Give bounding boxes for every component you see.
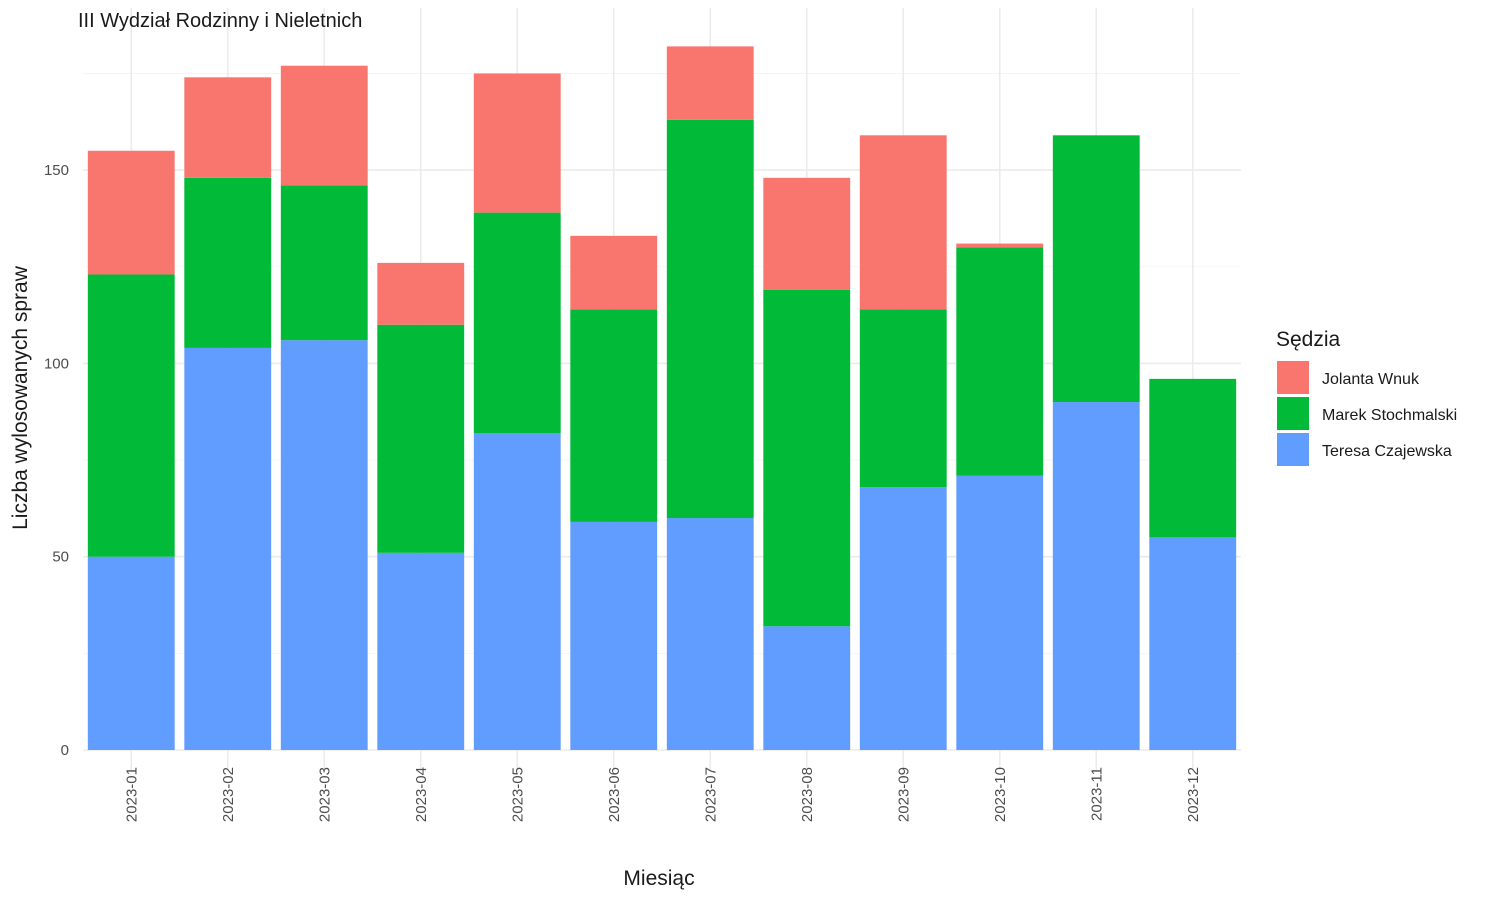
bar-segment bbox=[87, 150, 175, 275]
bar-segment bbox=[666, 518, 754, 750]
legend-label: Marek Stochmalski bbox=[1322, 407, 1457, 424]
bar-segment bbox=[859, 309, 947, 488]
bar-segment bbox=[570, 521, 658, 750]
x-tick-label: 2023-09 bbox=[895, 767, 912, 822]
legend-items: Jolanta Wnuk Marek Stochmalski Teresa Czaj… bbox=[1277, 361, 1457, 466]
legend-title: Sędzia bbox=[1276, 328, 1341, 351]
bar-segment bbox=[956, 247, 1044, 476]
y-axis-title: Liczba wylosowanych spraw bbox=[9, 265, 32, 530]
bar-segment bbox=[666, 119, 754, 519]
bar-segment bbox=[956, 243, 1044, 248]
bar-segment bbox=[859, 487, 947, 750]
legend-swatch bbox=[1277, 361, 1309, 394]
bar-segment bbox=[377, 552, 465, 750]
legend-label: Teresa Czajewska bbox=[1322, 443, 1452, 460]
bar-segment bbox=[859, 135, 947, 310]
x-tick-label: 2023-04 bbox=[413, 767, 430, 822]
bar-segment bbox=[570, 309, 658, 522]
legend-swatch bbox=[1277, 433, 1309, 466]
bar-segment bbox=[280, 65, 368, 186]
bar-segment bbox=[1149, 378, 1237, 538]
x-tick-label: 2023-12 bbox=[1185, 767, 1202, 822]
legend-swatch bbox=[1277, 397, 1309, 430]
x-tick-label: 2023-02 bbox=[220, 767, 237, 822]
bar-segment bbox=[763, 626, 851, 750]
bars bbox=[87, 46, 1237, 750]
bar-segment bbox=[570, 235, 658, 310]
bar-segment bbox=[763, 177, 851, 290]
bar-segment bbox=[1052, 135, 1140, 403]
bar-segment bbox=[473, 73, 561, 213]
x-tick-label: 2023-06 bbox=[606, 767, 623, 822]
y-tick-label: 0 bbox=[61, 742, 69, 759]
bar-segment bbox=[377, 262, 465, 325]
bar-segment bbox=[763, 289, 851, 627]
chart-title: III Wydział Rodzinny i Nieletnich bbox=[78, 10, 362, 32]
bar-segment bbox=[473, 212, 561, 433]
x-tick-label: 2023-01 bbox=[123, 767, 140, 822]
legend: Sędzia Jolanta Wnuk Marek Stochmalski Tere… bbox=[1276, 328, 1457, 466]
bar-segment bbox=[473, 432, 561, 750]
x-tick-label: 2023-03 bbox=[316, 767, 333, 822]
y-tick-label: 50 bbox=[52, 549, 69, 566]
x-tick-label: 2023-05 bbox=[509, 767, 526, 822]
bar-segment bbox=[377, 324, 465, 553]
y-axis-ticks: 0 50 100 150 bbox=[44, 162, 69, 759]
y-tick-label: 100 bbox=[44, 355, 69, 372]
x-tick-label: 2023-10 bbox=[992, 767, 1009, 822]
bar-segment bbox=[1149, 537, 1237, 750]
bar-segment bbox=[280, 340, 368, 750]
bar-segment bbox=[280, 185, 368, 341]
bar-segment bbox=[87, 556, 175, 750]
y-tick-label: 150 bbox=[44, 162, 69, 179]
x-axis-title: Miesiąc bbox=[623, 867, 694, 890]
x-axis-ticks: 2023-01 2023-02 2023-03 2023-04 2023-05 2023-… bbox=[123, 767, 1202, 822]
bar-segment bbox=[956, 475, 1044, 750]
bar-segment bbox=[184, 77, 272, 178]
legend-label: Jolanta Wnuk bbox=[1322, 371, 1420, 388]
bar-segment bbox=[1052, 402, 1140, 750]
x-tick-label: 2023-07 bbox=[702, 767, 719, 822]
bar-segment bbox=[87, 274, 175, 557]
bar-segment bbox=[184, 177, 272, 348]
x-tick-label: 2023-11 bbox=[1088, 767, 1105, 821]
bar-segment bbox=[666, 46, 754, 120]
bar-segment bbox=[184, 347, 272, 750]
x-tick-label: 2023-08 bbox=[799, 767, 816, 822]
